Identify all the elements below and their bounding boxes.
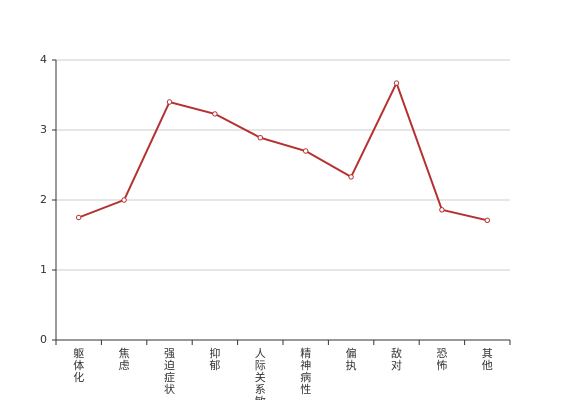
y-tick-label: 3 — [40, 123, 47, 136]
point — [257, 135, 263, 141]
point — [303, 148, 309, 154]
x-tick-label: 敌对 — [391, 346, 402, 372]
y-tick-label: 0 — [40, 333, 47, 346]
line — [78, 80, 488, 222]
point — [439, 207, 445, 213]
x-tick-label: 人际关系敏感 — [255, 347, 266, 400]
x-tick-label: 抑郁 — [209, 346, 220, 372]
x-tick-label: 躯体化 — [73, 347, 84, 384]
x-tick-label: 精神病性 — [300, 347, 311, 396]
x-tick-label: 强迫症状 — [164, 347, 175, 396]
y-tick-label: 2 — [40, 193, 47, 206]
point — [76, 214, 82, 221]
y-tick-label: 1 — [40, 263, 47, 276]
point — [212, 111, 218, 117]
x-tick-label: 其他 — [482, 347, 493, 372]
point — [393, 80, 400, 86]
point — [484, 217, 490, 224]
point — [121, 197, 127, 203]
point — [166, 99, 173, 105]
x-tick-label: 偏执 — [346, 346, 357, 372]
x-tick-label: 恐怖 — [436, 347, 447, 372]
y-tick-label: 4 — [40, 53, 47, 66]
x-tick-label: 焦虑 — [119, 347, 130, 372]
point — [348, 174, 354, 180]
